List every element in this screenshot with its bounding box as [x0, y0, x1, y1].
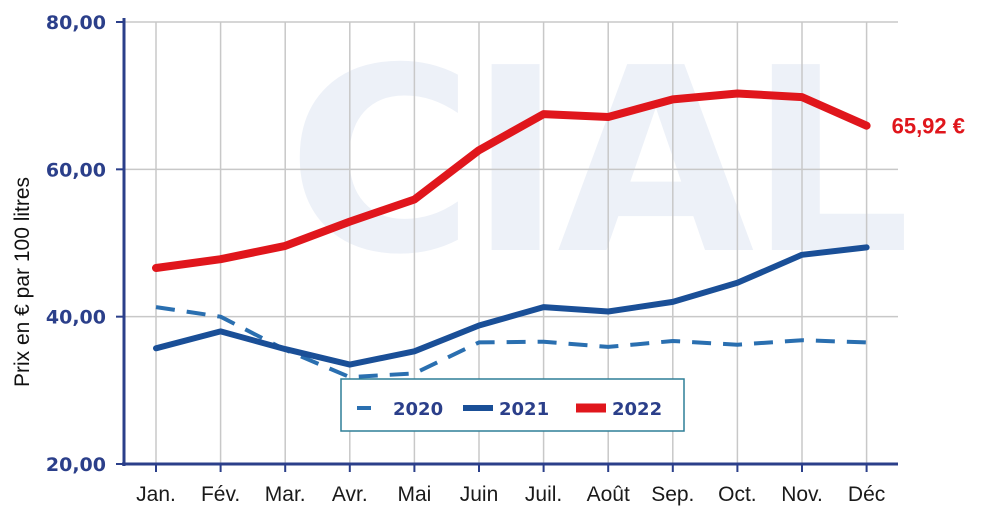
x-tick-label: Mar. — [265, 483, 306, 506]
x-tick-label: Déc — [848, 483, 885, 506]
x-tick-label: Juin — [460, 483, 499, 506]
y-axis-label: Prix en € par 100 litres — [11, 177, 34, 387]
legend: 2020 2021 2022 — [340, 378, 685, 432]
x-tick-label: Nov. — [781, 483, 823, 506]
legend-box — [340, 378, 685, 432]
series-line-2021 — [153, 244, 870, 368]
legend-label-2020: 2020 — [393, 399, 443, 420]
annotations: 65,92 € — [892, 114, 965, 139]
x-tick-label: Avr. — [332, 483, 368, 506]
watermark-text: CIAL — [287, 14, 905, 311]
series-line-2022 — [152, 89, 871, 272]
y-tick-label: 40,00 — [46, 307, 106, 329]
axes — [116, 18, 898, 472]
x-tick-label: Oct. — [718, 483, 757, 506]
x-tick-labels: Jan. Fév. Mar. Avr. Mai Juin Juil. Août Sep. Oct.… — [136, 483, 885, 506]
y-tick-label: 80,00 — [46, 12, 106, 34]
cial-watermark: CIAL — [287, 14, 911, 311]
y-tick-label: 20,00 — [46, 454, 106, 476]
legend-label-2021: 2021 — [499, 399, 549, 420]
y-tick-labels: 20,00 40,00 60,00 80,00 — [46, 12, 106, 476]
x-tick-label: Mai — [397, 483, 431, 506]
y-tick-label: 60,00 — [46, 159, 106, 181]
x-tick-label: Juil. — [525, 483, 562, 506]
x-tick-label: Jan. — [136, 483, 176, 506]
x-tick-label: Fév. — [201, 483, 240, 506]
end-value-label: 65,92 € — [892, 114, 965, 139]
x-tick-label: Sep. — [651, 483, 694, 506]
series-lines — [152, 89, 871, 380]
legend-label-2022: 2022 — [612, 399, 662, 420]
x-tick-label: Août — [587, 483, 630, 506]
